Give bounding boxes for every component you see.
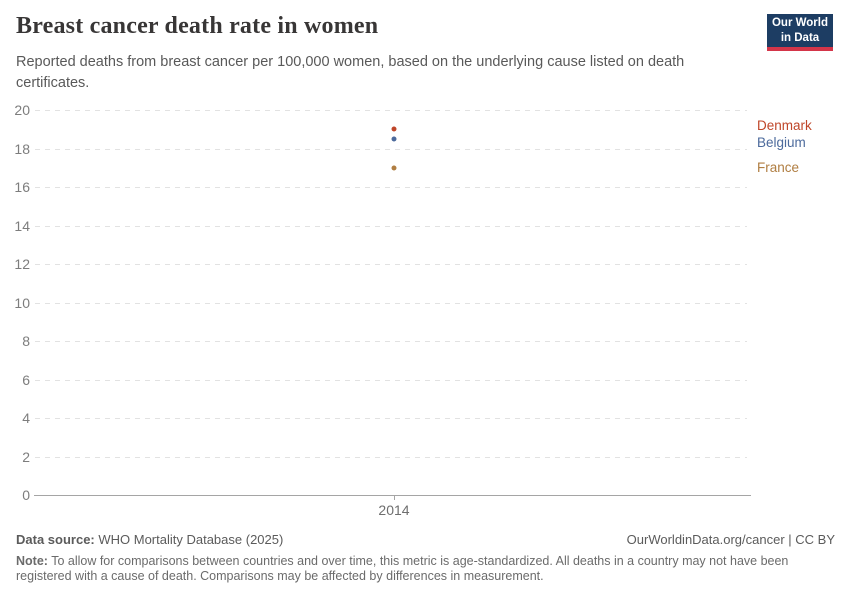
- chart-subtitle: Reported deaths from breast cancer per 1…: [16, 54, 685, 92]
- gridline: [35, 264, 747, 265]
- y-tick-label: 2: [22, 449, 30, 465]
- page-title: Breast cancer death rate in women: [16, 13, 379, 39]
- series-label-france[interactable]: France: [757, 159, 800, 175]
- owid-logo[interactable]: Our World in Data: [767, 14, 833, 51]
- gridline: [35, 418, 747, 419]
- data-source-label: Data source:: [16, 532, 95, 547]
- gridline: [35, 226, 747, 227]
- y-tick-label: 12: [14, 256, 30, 272]
- owid-logo-line1: Our World: [771, 17, 828, 30]
- y-tick-label: 0: [22, 487, 30, 503]
- owid-logo-line2: in Data: [780, 31, 820, 44]
- series-label-belgium[interactable]: Belgium: [757, 134, 806, 150]
- gridline: [35, 341, 747, 342]
- y-tick-label: 8: [22, 333, 30, 349]
- gridline: [35, 380, 747, 381]
- note-label: Note:: [16, 554, 48, 568]
- x-tick-label: 2014: [378, 502, 410, 518]
- y-tick-label: 18: [14, 141, 30, 157]
- gridline: [35, 149, 747, 150]
- note-value: To allow for comparisons between countri…: [16, 554, 789, 584]
- footer-note: Note: To allow for comparisons between c…: [16, 554, 834, 585]
- gridline: [35, 187, 747, 188]
- y-tick-label: 20: [14, 102, 30, 118]
- data-point-belgium[interactable]: [391, 136, 397, 142]
- y-tick-label: 10: [14, 295, 30, 311]
- gridline: [35, 457, 747, 458]
- x-tick-mark: [394, 495, 395, 500]
- footer-source-row: Data source: WHO Mortality Database (202…: [16, 532, 835, 548]
- x-axis-line: [34, 495, 751, 496]
- data-source-value: WHO Mortality Database (2025): [94, 532, 284, 547]
- y-tick-label: 16: [14, 179, 30, 195]
- data-source-text: Data source: WHO Mortality Database (202…: [16, 532, 283, 548]
- data-point-france[interactable]: [391, 165, 397, 171]
- gridline: [35, 110, 747, 111]
- y-tick-label: 4: [22, 410, 30, 426]
- data-point-denmark[interactable]: [391, 126, 397, 132]
- y-tick-label: 6: [22, 372, 30, 388]
- series-label-denmark[interactable]: Denmark: [757, 117, 812, 133]
- y-tick-label: 14: [14, 218, 30, 234]
- owid-cc-link[interactable]: OurWorldinData.org/cancer | CC BY: [626, 532, 835, 547]
- gridline: [35, 303, 747, 304]
